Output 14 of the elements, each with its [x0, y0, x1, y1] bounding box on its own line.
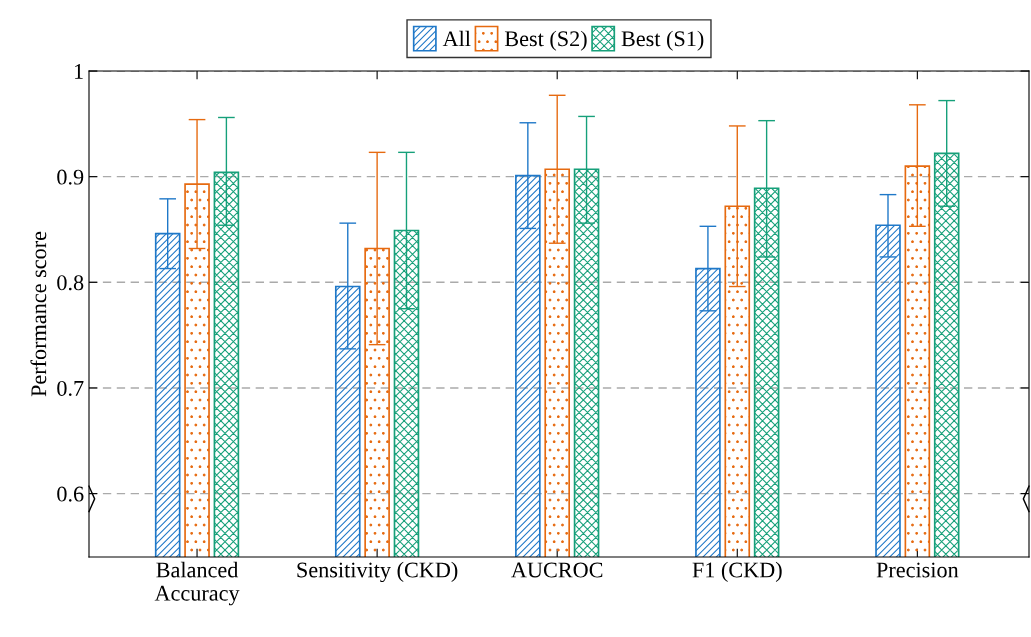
legend-label: Best (S2) — [504, 30, 587, 51]
legend-label: All — [442, 30, 471, 47]
y-tick-label: 0.6 — [57, 486, 84, 502]
y-tick-label: 0.9 — [57, 169, 84, 185]
x-tick-label: F1 (CKD) — [692, 561, 782, 583]
legend-label: Best (S1) — [621, 30, 704, 51]
y-tick-label: 0.8 — [57, 275, 84, 291]
y-tick-label: 1 — [74, 64, 83, 79]
y-axis-title: Performance score — [30, 231, 47, 397]
x-tick-label: Balanced Accuracy — [154, 561, 240, 606]
x-tick-label: Sensitivity (CKD) — [297, 561, 458, 583]
x-tick-label: AUCROC — [511, 562, 603, 578]
y-tick-label: 0.7 — [57, 380, 84, 396]
x-tick-label: Precision — [876, 562, 959, 578]
